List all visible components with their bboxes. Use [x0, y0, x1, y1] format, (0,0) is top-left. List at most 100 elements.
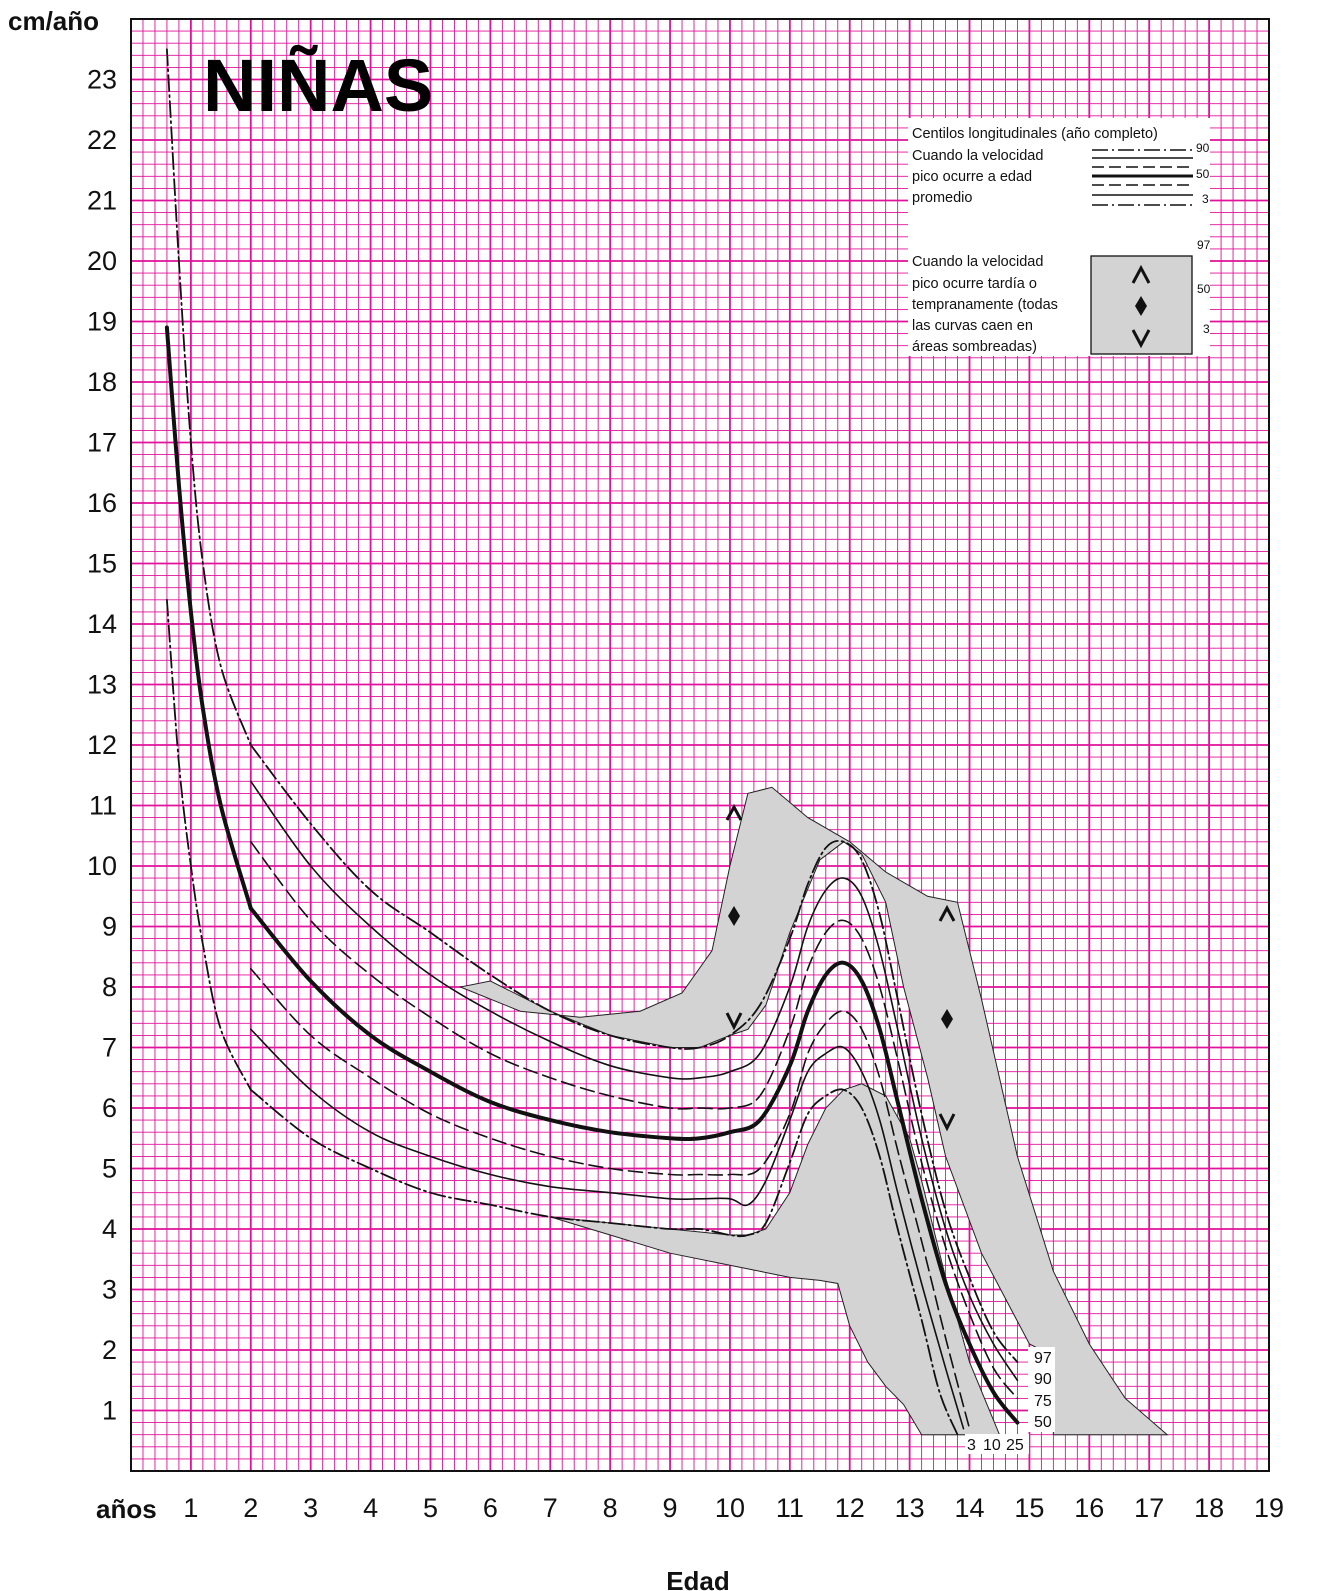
y-tick-3: 3: [102, 1275, 117, 1305]
legend-average-line-2: pico ocurre a edad: [912, 169, 1032, 185]
shade-markers: [725, 803, 956, 1132]
y-tick-11: 11: [89, 791, 117, 821]
x-tick-10: 10: [715, 1493, 745, 1523]
infancy-curve-p50: [164, 325, 253, 911]
legend-up-chevron-icon: [1131, 264, 1151, 284]
x-tick-8: 8: [603, 1493, 618, 1523]
y-tick-6: 6: [102, 1093, 117, 1123]
x-tick-5: 5: [423, 1493, 438, 1523]
x-tick-19: 19: [1254, 1493, 1284, 1523]
chart-title: NIÑAS: [203, 44, 433, 127]
y-tick-12: 12: [87, 730, 117, 760]
shaded-areas: [458, 786, 1169, 1436]
late-diamond-icon: [941, 1009, 953, 1029]
curve-end-labels: 97 90 75 50 3 10 25: [965, 1347, 1055, 1454]
legend-average-label-3: 3: [1202, 192, 1209, 206]
centile-curve-p10: [250, 1028, 965, 1430]
centile-curve-p97: [249, 744, 1019, 1363]
x-tick-17: 17: [1134, 1493, 1164, 1523]
y-tick-22: 22: [87, 125, 117, 155]
x-tick-12: 12: [835, 1493, 865, 1523]
infancy-curve-p3: [166, 598, 252, 1091]
x-tick-6: 6: [483, 1493, 498, 1523]
centile-curve-p3: [249, 1088, 959, 1436]
legend-line-swatches: [1092, 149, 1193, 206]
early-diamond-icon: [728, 906, 740, 926]
y-tick-16: 16: [87, 488, 117, 518]
y-tick-13: 13: [87, 670, 117, 700]
end-label-3: 3: [967, 1437, 976, 1454]
y-tick-9: 9: [102, 912, 117, 942]
end-label-97: 97: [1034, 1350, 1052, 1367]
y-tick-1: 1: [102, 1396, 117, 1426]
x-tick-2: 2: [243, 1493, 258, 1523]
x-tick-labels: 1 2 3 4 5 6 7 8 9 10 11 12 13 14 15 16 17 18 19: [183, 1493, 1284, 1523]
legend-average-label-90: 90: [1196, 141, 1210, 155]
end-label-50: 50: [1034, 1414, 1052, 1431]
y-tick-2: 2: [102, 1335, 117, 1365]
y-tick-5: 5: [102, 1154, 117, 1184]
legend-early-late-line-4: las curvas caen en: [912, 318, 1033, 334]
legend-title: Centilos longitudinales (año completo): [912, 126, 1158, 142]
y-tick-19: 19: [87, 307, 117, 337]
y-tick-20: 20: [87, 246, 117, 276]
y-tick-17: 17: [87, 428, 117, 458]
centile-curve-p50: [248, 906, 1020, 1425]
x-tick-4: 4: [363, 1493, 378, 1523]
end-labels-background: [1028, 1347, 1055, 1432]
legend-early-late-label-3: 3: [1203, 322, 1210, 336]
x-tick-18: 18: [1194, 1493, 1224, 1523]
legend-early-late-label-50: 50: [1197, 282, 1211, 296]
y-axis-title: cm/año: [8, 6, 99, 36]
x-tick-7: 7: [543, 1493, 558, 1523]
legend-early-late-label-97: 97: [1197, 238, 1211, 252]
plot-frame: [130, 18, 1270, 1472]
shade-early-late-upper: [458, 786, 1169, 1436]
end-label-75: 75: [1034, 1393, 1052, 1410]
y-tick-15: 15: [87, 549, 117, 579]
x-tick-1: 1: [183, 1493, 198, 1523]
legend: Centilos longitudinales (año completo) C…: [908, 118, 1211, 356]
legend-average-line-3: promedio: [912, 190, 972, 206]
y-tick-4: 4: [102, 1214, 117, 1244]
y-tick-10: 10: [87, 851, 117, 881]
legend-diamond-icon: [1135, 296, 1147, 316]
centile-curves: [164, 48, 1020, 1436]
legend-early-late-line-2: pico ocurre tardía o: [912, 276, 1037, 292]
y-tick-8: 8: [102, 972, 117, 1002]
end-label-10: 10: [983, 1437, 1001, 1454]
centile-curve-p75: [250, 841, 1019, 1400]
late-down-chevron-icon: [938, 1113, 956, 1132]
end-label-90: 90: [1034, 1371, 1052, 1388]
x-tick-14: 14: [955, 1493, 985, 1523]
legend-average-line-1: Cuando la velocidad: [912, 148, 1043, 164]
legend-early-late-line-1: Cuando la velocidad: [912, 254, 1043, 270]
x-tick-11: 11: [776, 1493, 804, 1523]
y-tick-7: 7: [102, 1033, 117, 1063]
x-tick-16: 16: [1074, 1493, 1104, 1523]
centile-curve-p25: [250, 968, 971, 1430]
legend-early-late-line-3: tempranamente (todas: [912, 297, 1058, 313]
shade-early-late-lower: [550, 1083, 1001, 1436]
y-tick-23: 23: [87, 65, 117, 95]
x-tick-9: 9: [663, 1493, 678, 1523]
early-down-chevron-icon: [725, 1012, 743, 1031]
end-label-25: 25: [1006, 1437, 1024, 1454]
x-unit-label: años: [96, 1494, 157, 1524]
bottom-labels-background: [965, 1434, 1029, 1454]
x-tick-3: 3: [303, 1493, 318, 1523]
y-tick-21: 21: [87, 186, 117, 216]
x-axis-title: Edad: [666, 1566, 730, 1591]
x-tick-15: 15: [1014, 1493, 1044, 1523]
legend-early-late-line-5: áreas sombreadas): [912, 339, 1037, 355]
y-tick-18: 18: [87, 367, 117, 397]
y-tick-14: 14: [87, 609, 117, 639]
early-up-chevron-icon: [725, 803, 743, 821]
legend-down-chevron-icon: [1131, 329, 1151, 349]
x-tick-13: 13: [895, 1493, 925, 1523]
late-up-chevron-icon: [938, 904, 956, 922]
centile-curve-p90: [250, 780, 1019, 1382]
legend-average-label-50: 50: [1196, 167, 1210, 181]
